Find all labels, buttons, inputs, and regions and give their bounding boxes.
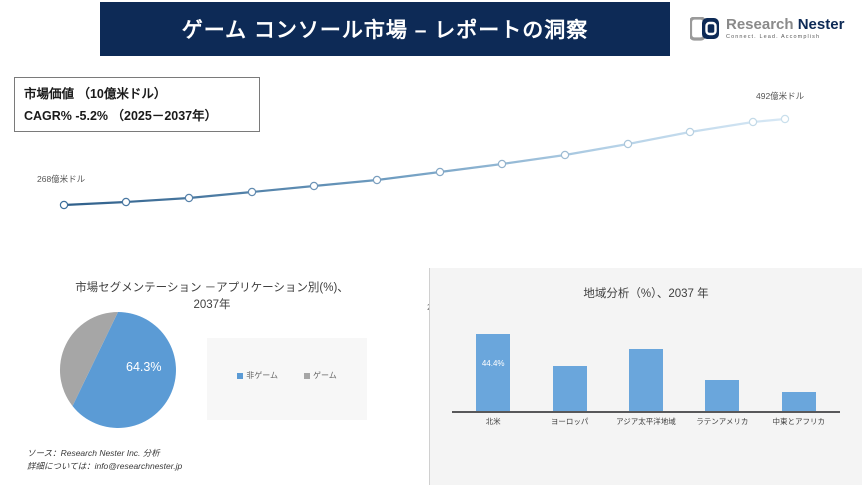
bar-column-latin-america (699, 380, 745, 411)
line-markers (59, 114, 790, 210)
bar-north-america: 44.4% (476, 334, 511, 411)
header-band: ゲーム コンソール市場 – レポートの洞察 (100, 2, 670, 56)
bar-label-asia-pacific: アジア太平洋地域 (616, 417, 676, 426)
bar-chart-x-labels: 北米 ヨーロッパ アジア太平洋地域 ラテンアメリカ 中東とアフリカ (455, 416, 837, 427)
line-chart-svg (59, 114, 790, 210)
bar-label-middle-east-africa: 中東とアフリカ (772, 417, 826, 426)
end-value-label: 492億米ドル (756, 91, 805, 101)
line-series-path (62, 117, 787, 207)
pie-legend: 非ゲーム ゲーム (207, 338, 367, 420)
bar-column-europe (547, 366, 593, 411)
bar-column-middle-east-africa (776, 392, 822, 411)
logo-text: Research Nester Connect. Lead. Accomplis… (726, 17, 844, 41)
market-value-line-chart: 268億米ドル 492億米ドル 2024年 2025年 2026年 2027年 … (0, 60, 862, 312)
bar-asia-pacific (628, 349, 663, 411)
page-title: ゲーム コンソール市場 – レポートの洞察 (181, 19, 589, 42)
pie-legend-row: 非ゲーム ゲーム (207, 370, 367, 381)
bar-column-north-america: 44.4% (470, 334, 516, 411)
legend-label-gaming: ゲーム (313, 371, 337, 380)
logo-word-research: Research (726, 16, 794, 34)
regional-bar-chart: 44.4% (455, 325, 837, 411)
legend-swatch-gaming (304, 372, 310, 379)
logo-tagline: Connect. Lead. Accomplish (726, 34, 821, 41)
segmentation-title: 市場セグメンテーション －アプリケーション別(%)、 2037年 (75, 282, 349, 312)
bar-label-latin-america: ラテンアメリカ (696, 417, 749, 426)
bar-label-europe: ヨーロッパ (550, 417, 589, 426)
bar-label-north-america: 北米 (485, 417, 501, 426)
source-line-1: ソース：Research Nester Inc. 分析 (27, 448, 160, 458)
pie-slice-non-gaming (72, 312, 176, 428)
segmentation-pie-chart (52, 310, 222, 430)
market-value-label: 市場価値 （10億米ドル） (24, 87, 167, 101)
bar-value-north-america: 44.4% (481, 359, 505, 368)
bar-europe (552, 366, 587, 411)
legend-item-non-gaming[interactable]: 非ゲーム (237, 370, 278, 381)
logo-wordmark: Research Nester (726, 17, 844, 32)
pie-data-label: 64.3% (126, 360, 162, 374)
panel-divider (429, 268, 430, 485)
bar-latin-america (705, 380, 740, 411)
bar-column-asia-pacific (623, 349, 669, 411)
bar-middle-east-africa (781, 392, 816, 411)
market-value-box: 市場価値 （10億米ドル） CAGR% -5.2% （2025－2037年） (14, 77, 260, 132)
pie-slice-gaming (59, 312, 118, 406)
bar-chart-baseline (452, 411, 840, 413)
start-value-label: 268億米ドル (37, 174, 86, 184)
legend-label-non-gaming: 非ゲーム (246, 371, 278, 380)
regional-title: 地域分析（%）、2037 年 (583, 288, 709, 300)
source-line-2: 詳細については：info@researchnester.jp (27, 461, 183, 472)
brand-logo: Research Nester Connect. Lead. Accomplis… (688, 12, 855, 46)
logo-word-nester: Nester (797, 16, 845, 34)
pie-svg (59, 312, 176, 428)
legend-swatch-non-gaming (237, 372, 244, 379)
cagr-label: CAGR% -5.2% （2025－2037年） (24, 108, 218, 123)
source-note: ソース：Research Nester Inc. 分析 詳細については：info… (27, 447, 182, 473)
legend-item-gaming[interactable]: ゲーム (304, 370, 337, 381)
logo-chainlink-icon (688, 16, 720, 41)
